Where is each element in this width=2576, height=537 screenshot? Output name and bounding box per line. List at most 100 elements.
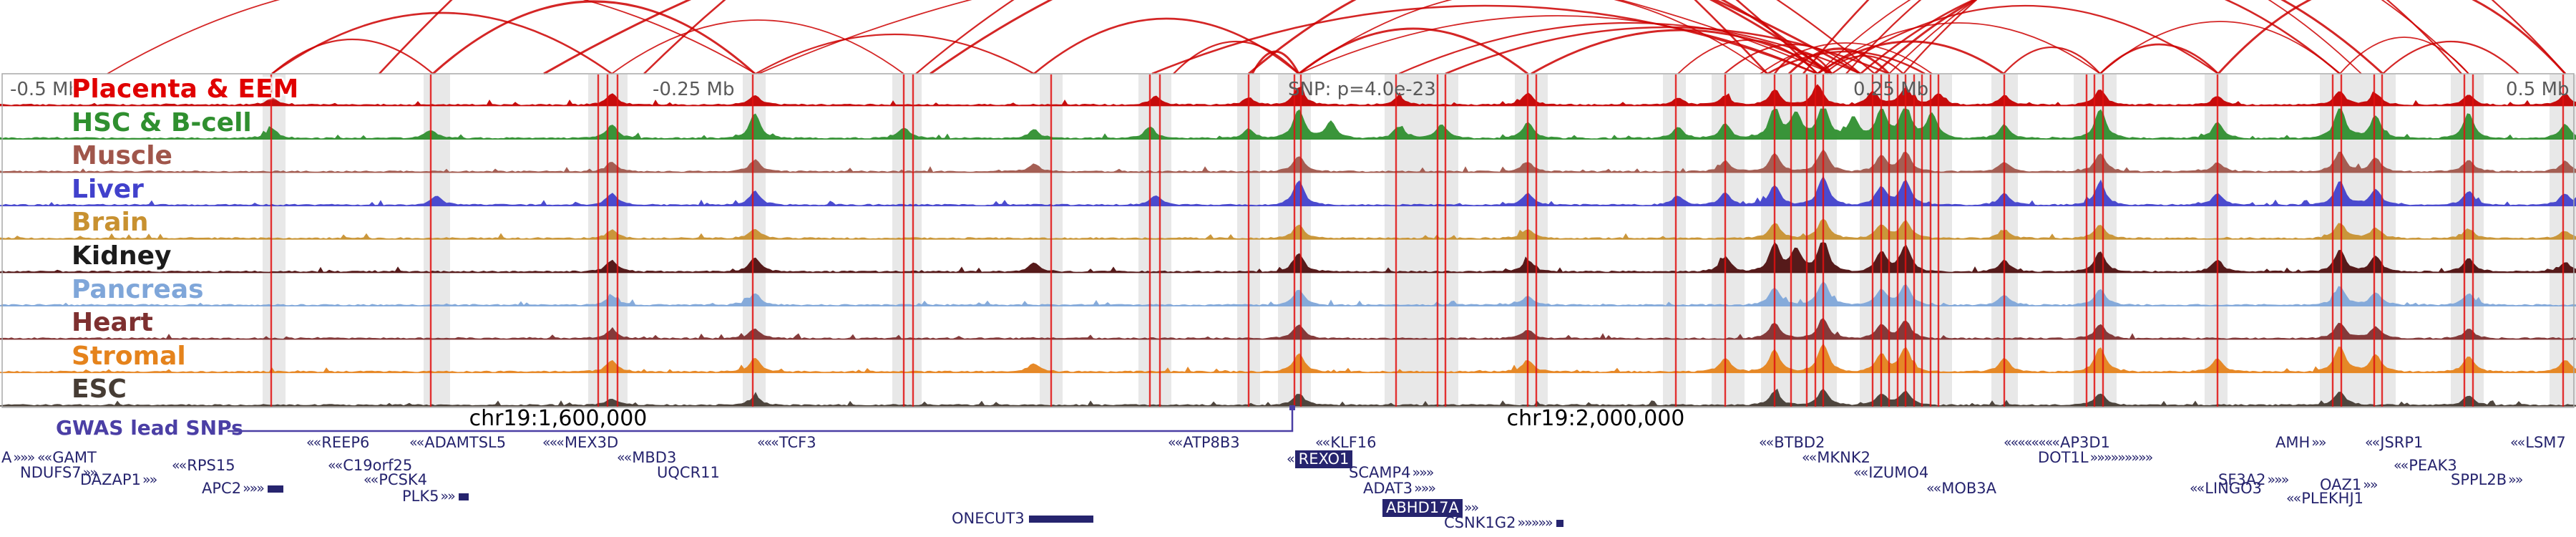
snp-tick (1921, 74, 1923, 407)
track-label-hsc-b-cell[interactable]: HSC & B-cell (72, 107, 252, 137)
interaction-arc (1033, 17, 1299, 74)
gene-item[interactable]: ADAT3»»» (1363, 481, 1436, 496)
gene-name-label: MKNK2 (1817, 449, 1870, 466)
interaction-arc (271, 39, 434, 74)
track-label-muscle[interactable]: Muscle (72, 141, 172, 171)
gwas-lead-snps-label: GWAS lead SNPs (56, 416, 243, 440)
gene-name-label: CSNK1G2 (1444, 514, 1516, 531)
gene-item[interactable]: «« ADAMTSL5 (409, 435, 506, 450)
gene-item[interactable]: DOT1L»»»»»»»»» (2038, 450, 2153, 465)
gene-item[interactable]: «« GAMT (37, 450, 97, 465)
gene-item[interactable]: ABHD17A»» (1382, 499, 1479, 517)
snp-tick (1913, 74, 1916, 407)
highlight-band (424, 74, 450, 407)
gene-name-label: DAZAP1 (80, 471, 141, 488)
gene-item[interactable]: OAZ1»» (2320, 478, 2379, 493)
track-label-stromal[interactable]: Stromal (72, 341, 186, 371)
gene-item[interactable]: «« C19orf25 (328, 458, 412, 473)
gene-item[interactable]: «« PCSK4 (364, 473, 427, 488)
gene-item[interactable]: «« JSRP1 (2365, 435, 2423, 450)
gene-strand-right-chevrons: »» (440, 488, 456, 504)
snp-tick (429, 74, 432, 407)
snp-tick (1880, 74, 1883, 407)
snp-tick (2463, 74, 2466, 407)
gene-strand-right-chevrons: »»» (243, 480, 265, 496)
gene-strand-left-chevrons: «« (172, 458, 187, 473)
gene-strand-right-chevrons: »»» (2267, 472, 2290, 488)
highlight-band (1515, 74, 1548, 407)
gene-name-label: LSM7 (2525, 434, 2566, 451)
track-label-kidney[interactable]: Kidney (72, 241, 172, 271)
interaction-arc (1873, 0, 2384, 75)
track-label-pancreas[interactable]: Pancreas (72, 274, 204, 304)
gene-item[interactable]: «« MOB3A (1926, 481, 1996, 496)
gene-name-label: REEP6 (321, 434, 370, 451)
gene-item[interactable]: «« LSM7 (2510, 435, 2566, 450)
track-label-esc[interactable]: ESC (72, 374, 127, 405)
gene-strand-right-chevrons: »» (142, 472, 157, 488)
gene-item[interactable]: «« MBD3 (617, 450, 676, 465)
snp-tick (616, 74, 619, 407)
gene-strand-left-chevrons: « (1287, 451, 1295, 467)
track-label-brain[interactable]: Brain (72, 208, 149, 238)
gene-item[interactable]: «« PLEKHJ1 (2286, 491, 2363, 506)
gene-item[interactable]: DAZAP1»» (80, 471, 157, 488)
interaction-arc (1298, 0, 1768, 74)
gene-item[interactable]: SCAMP4»»» (1349, 465, 1434, 480)
interaction-arc (2339, 37, 2469, 74)
interaction-arc (1151, 4, 1818, 75)
gene-item[interactable]: APC2»»» (202, 481, 283, 496)
track-signal-liver (0, 175, 2576, 206)
gene-item[interactable]: «« ATP8B3 (1168, 435, 1240, 450)
gene-name-label: NDUFS7 (20, 464, 82, 481)
gene-item[interactable]: «« MKNK2 (1802, 450, 1870, 465)
gene-name-label: A (1, 449, 12, 466)
snp-tick (2340, 74, 2343, 407)
track-label-placenta-eem[interactable]: Placenta & EEM (72, 74, 299, 104)
chr-coordinate-label: chr19:1,600,000 (469, 406, 648, 431)
interaction-arc (271, 11, 613, 75)
gene-item[interactable]: ONECUT3 (952, 511, 1093, 526)
track-label-liver[interactable]: Liver (72, 174, 144, 204)
gene-item[interactable]: «««««««« AP3D1 (2004, 435, 2110, 450)
gene-name-label: ADAMTSL5 (424, 434, 507, 451)
gene-item[interactable]: «REXO1 (1287, 450, 1353, 468)
gene-item[interactable]: ««« TCF3 (757, 435, 816, 450)
interaction-arc (1298, 15, 1818, 74)
scale-label: 0.25 Mb (1853, 79, 1929, 100)
gene-item[interactable]: UQCR11 (657, 465, 720, 480)
gene-strand-left-chevrons: «« (364, 472, 379, 488)
track-label-heart[interactable]: Heart (72, 308, 153, 338)
gene-item[interactable]: SPPL2B»» (2451, 473, 2523, 488)
interaction-arc (930, 0, 1833, 75)
snp-tick (1526, 74, 1529, 407)
highlight-band (263, 74, 286, 407)
gene-name-label: PCSK4 (379, 471, 428, 488)
gene-name-label: ONECUT3 (952, 510, 1025, 527)
gene-name-label: MEX3D (564, 434, 619, 451)
gene-item[interactable]: «« REEP6 (306, 435, 369, 450)
gene-item[interactable]: «« BTBD2 (1759, 435, 1825, 450)
gene-strand-left-chevrons: «« (1759, 435, 1774, 450)
gene-strand-left-chevrons: «« (2510, 435, 2525, 450)
gene-item[interactable]: «« LINGO3 (2190, 481, 2262, 496)
gene-item[interactable]: CSNK1G2»»»»» (1444, 516, 1563, 531)
gene-item[interactable]: «« KLF16 (1315, 435, 1377, 450)
gene-strand-left-chevrons: «« (1926, 480, 1941, 496)
interaction-arc (1787, 47, 1890, 75)
gene-item[interactable]: AMH»» (2275, 435, 2327, 450)
gene-item[interactable]: A»»» (1, 449, 35, 466)
gene-name-label: ABHD17A (1382, 499, 1463, 517)
interaction-arc (1817, 0, 2362, 74)
gene-item[interactable]: «« RPS15 (172, 458, 235, 473)
snp-tick (2102, 74, 2104, 407)
snp-tick (1158, 74, 1161, 407)
gene-item[interactable]: ««« MEX3D (542, 435, 618, 450)
gene-item[interactable]: «« IZUMO4 (1853, 465, 1928, 480)
snp-tick (597, 74, 600, 407)
gene-item[interactable]: PLK5»» (402, 489, 469, 504)
gene-item[interactable]: SF3A2»»» (2218, 472, 2290, 488)
gene-item[interactable]: NDUFS7»» (20, 464, 98, 481)
gene-item[interactable]: «« PEAK3 (2394, 458, 2457, 473)
gene-strand-left-chevrons: «« (617, 450, 632, 465)
